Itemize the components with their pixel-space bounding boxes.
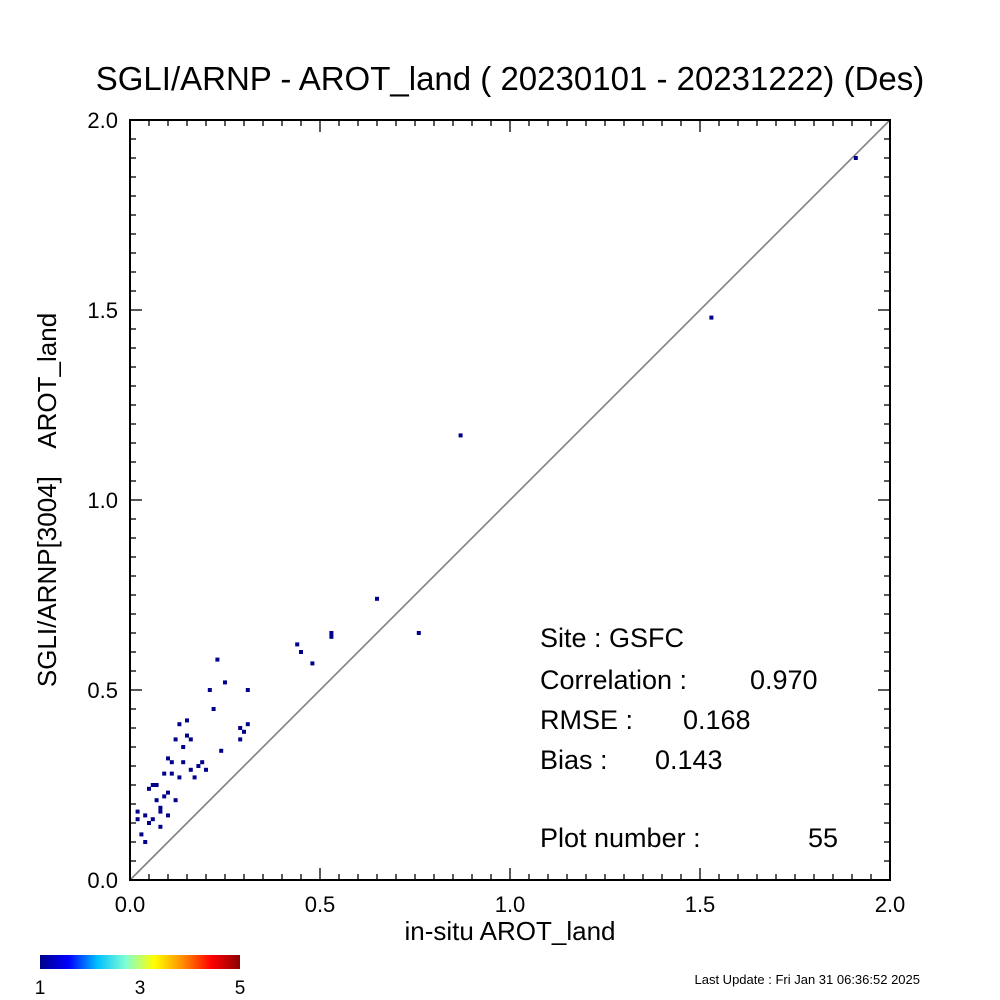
data-point (181, 745, 186, 749)
x-tick-label: 0.5 (305, 892, 336, 917)
data-point (177, 775, 182, 780)
data-point (188, 737, 193, 742)
data-point (166, 813, 170, 818)
data-point (245, 722, 250, 727)
x-tick-label: 0.0 (115, 892, 146, 917)
data-point (162, 794, 167, 799)
y-tick-label: 1.0 (87, 488, 118, 513)
data-point (458, 433, 463, 438)
colorbar-label: 1 (35, 978, 46, 999)
data-point (173, 737, 178, 742)
plot-frame (129, 119, 891, 881)
x-tick-label: 1.0 (495, 892, 526, 917)
data-point (139, 832, 144, 837)
stats-bias-value: 0.143 (655, 745, 723, 775)
chart-title: SGLI/ARNP - AROT_land ( 20230101 - 20231… (96, 60, 925, 97)
data-point (143, 813, 148, 818)
data-point (158, 824, 163, 829)
stats-rmse-label: RMSE : (540, 705, 633, 735)
data-point (143, 840, 148, 844)
data-point (181, 760, 186, 765)
stats-plot-number-label: Plot number : (540, 823, 701, 853)
data-point (853, 156, 858, 160)
data-point (150, 783, 155, 787)
data-point (416, 631, 421, 635)
stats-rmse-value: 0.168 (683, 705, 751, 735)
data-point (185, 733, 189, 738)
y-tick-label: 0.0 (87, 868, 118, 893)
y-axis-label: SGLI/ARNP[3004] AROT_land (32, 313, 62, 687)
data-point (329, 631, 334, 635)
data-point (204, 767, 208, 772)
y-tick-label: 1.5 (87, 298, 118, 323)
data-points (135, 156, 858, 844)
y-tick-label: 2.0 (87, 108, 118, 133)
data-point (188, 767, 193, 772)
x-tick-label: 1.5 (685, 892, 716, 917)
data-point (200, 760, 205, 765)
data-point (375, 596, 379, 601)
data-point (185, 718, 189, 723)
data-point (245, 688, 250, 692)
data-point (192, 775, 197, 780)
data-point (223, 680, 227, 685)
data-point (709, 315, 714, 320)
x-tick-label: 2.0 (875, 892, 906, 917)
data-point (158, 805, 163, 810)
axis-ticks: 0.0 0.5 1.0 1.5 2.0 0.0 0.5 1.0 1.5 2.0 (87, 108, 905, 917)
data-point (207, 688, 212, 692)
stats-correlation-label: Correlation : (540, 665, 687, 695)
data-point (173, 798, 178, 803)
data-point (295, 642, 300, 647)
data-point (329, 634, 334, 639)
stats-site: Site : GSFC (540, 623, 684, 653)
colorbar-ticks: 1 3 5 (35, 978, 246, 999)
last-update-text: Last Update : Fri Jan 31 06:36:52 2025 (695, 972, 921, 987)
colorbar-label: 5 (235, 978, 246, 999)
stats-correlation-value: 0.970 (750, 665, 818, 695)
data-point (169, 771, 174, 776)
data-point (211, 707, 216, 711)
data-point (158, 809, 163, 814)
data-point (310, 661, 315, 666)
data-point (169, 760, 174, 765)
data-point (154, 783, 159, 787)
data-point (238, 726, 243, 730)
y-tick-label: 0.5 (87, 678, 118, 703)
data-point (162, 771, 167, 776)
data-point (154, 798, 159, 803)
colorbar-label: 3 (135, 978, 146, 999)
data-point (135, 817, 140, 822)
colorbar-gradient (40, 955, 240, 969)
data-point (150, 817, 155, 822)
data-point (147, 821, 151, 825)
stats-bias-label: Bias : (540, 745, 608, 775)
data-point (219, 748, 224, 753)
stats-plot-number-value: 55 (808, 823, 838, 853)
data-point (166, 790, 170, 795)
data-point (135, 809, 140, 814)
data-point (238, 737, 243, 742)
data-point (299, 650, 303, 654)
data-point (242, 729, 246, 734)
statistics-box: Site : GSFC Correlation : 0.970 RMSE : 0… (540, 623, 838, 853)
data-point (196, 764, 201, 768)
x-axis-label: in-situ AROT_land (405, 916, 616, 946)
data-point (177, 722, 182, 727)
one-to-one-line (129, 119, 891, 881)
colorbar: 1 3 5 (35, 955, 246, 999)
data-point (166, 756, 170, 761)
data-point (215, 657, 220, 662)
data-point (147, 786, 151, 791)
